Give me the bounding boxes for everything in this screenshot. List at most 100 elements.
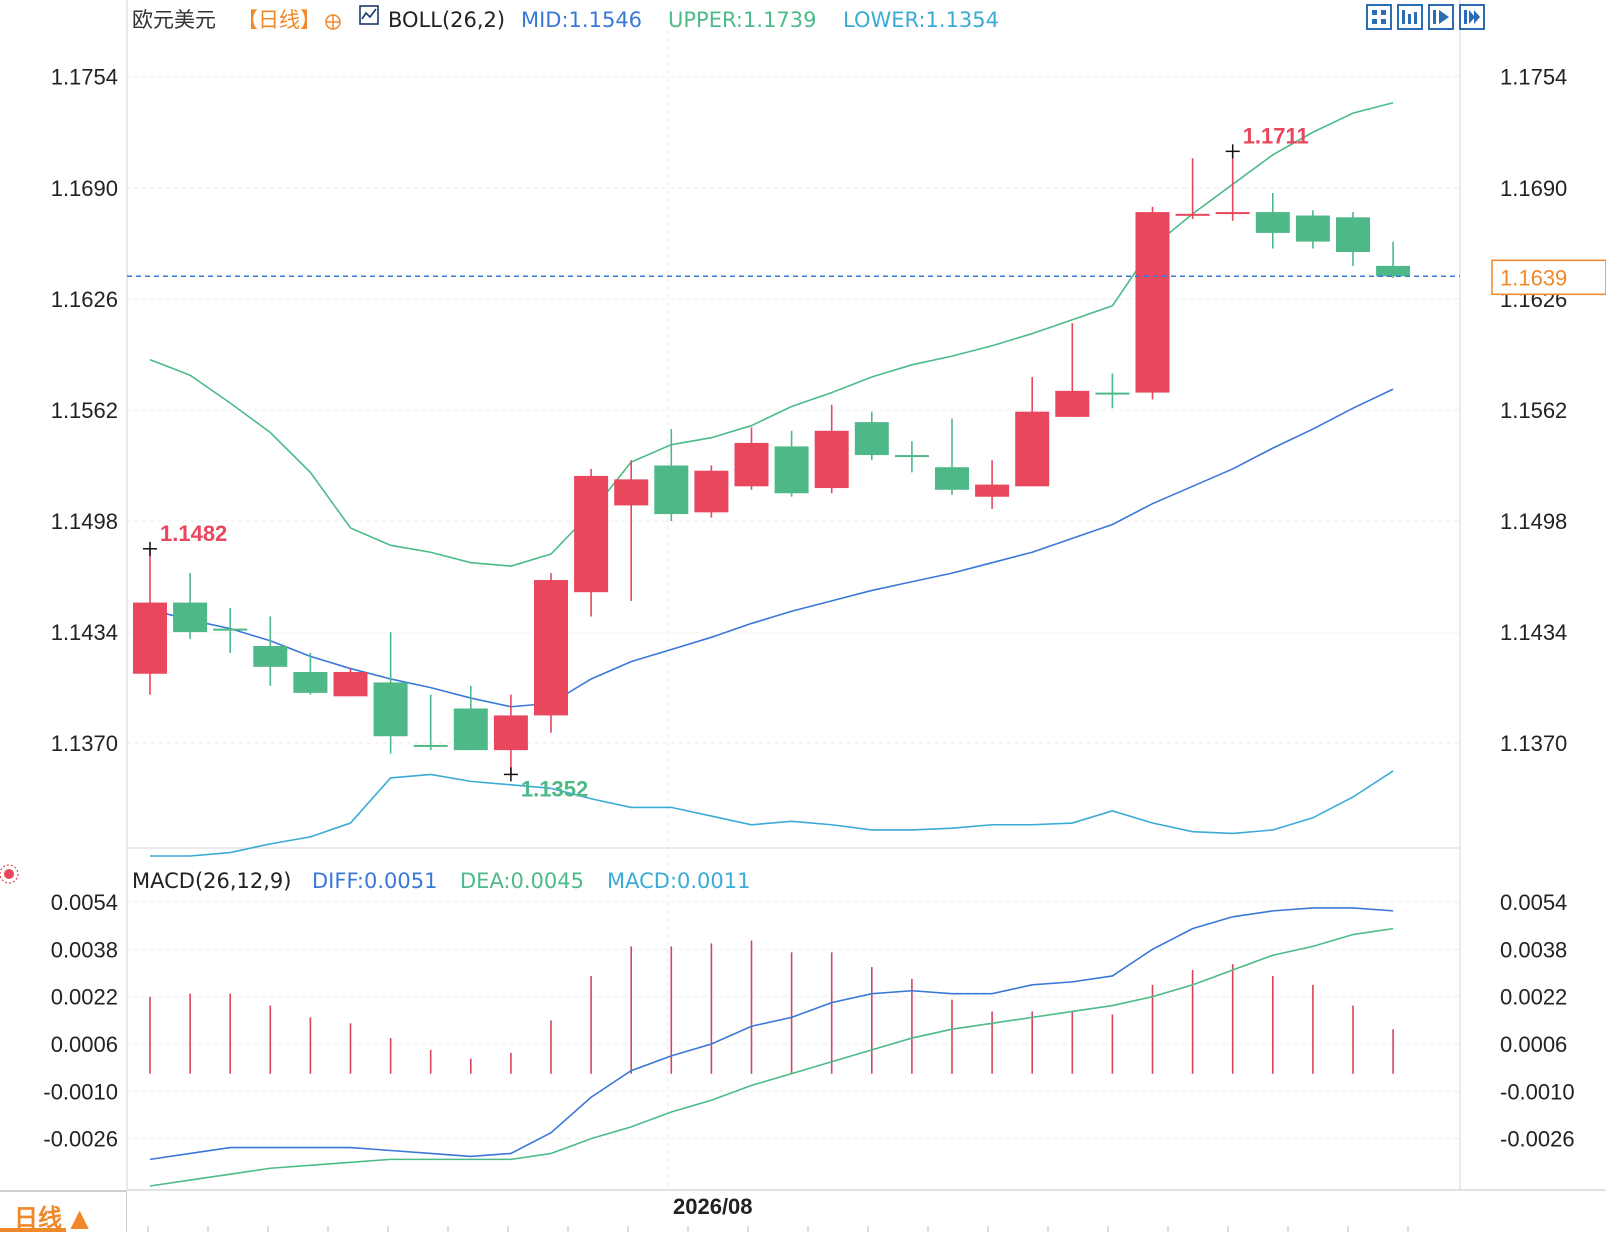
macd-y-axis: 0.0054 0.0054 0.0038 0.0038 0.0022 0.0022 0.00… [43, 890, 1574, 1152]
candle [1135, 206, 1170, 400]
candle [173, 573, 208, 640]
candle-body [814, 430, 849, 489]
candle-body [854, 422, 889, 456]
candle-body [1175, 213, 1210, 216]
candle [1175, 158, 1210, 220]
candle [213, 607, 248, 653]
candle [493, 694, 528, 775]
forward-icon[interactable] [1459, 4, 1485, 30]
candle-body [654, 465, 689, 515]
current-price-marker: 1.1639 [127, 259, 1606, 296]
candle-body [534, 580, 568, 716]
candle-body [333, 672, 368, 697]
current-price-value: 1.1639 [1500, 265, 1567, 290]
x-axis-ticks [147, 1226, 1409, 1232]
macd-tick-right: -0.0010 [1500, 1079, 1575, 1104]
play-icon[interactable] [1428, 4, 1454, 30]
macd-lines [149, 907, 1394, 1187]
boll-upper-line [149, 101, 1394, 567]
macd-dea-line [149, 927, 1394, 1187]
price-annotations: 1.1482 1.1352 1.1711 [143, 123, 1309, 801]
boll-mid-label: MID:1.1546 [521, 8, 642, 32]
bar-chart-icon[interactable] [1397, 4, 1423, 30]
price-tick-right: 1.1498 [1500, 509, 1567, 534]
period-tab-label: 日线 ▲ [14, 1204, 89, 1232]
price-tick-left: 1.1434 [51, 620, 118, 645]
macd-tick-right: 0.0038 [1500, 937, 1567, 962]
price-tick-left: 1.1754 [51, 65, 118, 90]
candle [694, 465, 729, 518]
candle-body [453, 708, 488, 751]
macd-value-label: MACD:0.0011 [607, 869, 751, 893]
candle [935, 418, 969, 495]
boll-lower-line [150, 770, 1394, 857]
price-tick-left: 1.1370 [51, 731, 118, 756]
candle-body [1095, 392, 1130, 395]
candle-body [1336, 217, 1370, 253]
candle [614, 460, 649, 601]
macd-diff-label: DIFF:0.0051 [312, 869, 437, 893]
macd-tick-right: 0.0006 [1500, 1032, 1567, 1057]
candle-body [213, 628, 248, 631]
macd-title: MACD(26,12,9) [132, 869, 292, 893]
macd-tick-left: 0.0006 [51, 1032, 118, 1057]
candle-body [1215, 212, 1250, 215]
candle [1015, 376, 1050, 487]
boll-bands [149, 101, 1394, 857]
candle-body [253, 645, 288, 667]
settings-icon[interactable] [325, 14, 341, 30]
price-header: 欧元美元 【日线】 BOLL(26,2) MID:1.1546 UPPER:1.… [132, 5, 999, 32]
candle [133, 548, 167, 695]
candle [1376, 241, 1411, 279]
price-tick-left: 1.1498 [51, 509, 118, 534]
candle [1295, 210, 1330, 249]
price-tick-right: 1.1370 [1500, 731, 1567, 756]
candle-body [694, 470, 729, 513]
candle [534, 573, 568, 733]
instrument-name: 欧元美元 [132, 8, 216, 32]
price-tick-left: 1.1626 [51, 287, 118, 312]
panel-frames [126, 0, 1606, 1191]
indicator-settings-icon[interactable] [0, 864, 19, 884]
macd-tick-left: 0.0038 [51, 937, 118, 962]
macd-diff-line [149, 907, 1394, 1161]
period-tag: 【日线】 [237, 8, 321, 32]
boll-lower-label: LOWER:1.1354 [843, 8, 999, 32]
boll-mid-line [149, 388, 1394, 708]
candle-body [574, 475, 609, 593]
candle-body [1295, 215, 1330, 242]
macd-tick-left: -0.0010 [43, 1079, 118, 1104]
low-price-label: 1.1352 [521, 776, 588, 801]
indicator-chart-icon[interactable] [359, 5, 379, 25]
price-tick-left: 1.1690 [51, 176, 118, 201]
high-price-label: 1.1711 [1243, 123, 1309, 148]
grid-icon[interactable] [1366, 4, 1392, 30]
macd-histogram [149, 940, 1394, 1074]
candle [1095, 373, 1130, 409]
candle [413, 694, 448, 751]
candle-body [493, 715, 528, 751]
period-tab-indicator [0, 1228, 66, 1232]
period-tab-daily[interactable]: 日线 ▲ [0, 1190, 127, 1232]
candle [574, 468, 609, 617]
candlesticks [133, 151, 1411, 775]
candle [774, 430, 809, 497]
candle-body [734, 442, 769, 487]
candle [975, 460, 1010, 509]
macd-tick-right: 0.0022 [1500, 985, 1567, 1010]
candle [293, 652, 328, 695]
candle [1055, 323, 1090, 417]
macd-dea-label: DEA:0.0045 [460, 869, 584, 893]
boll-title: BOLL(26,2) [388, 8, 505, 32]
macd-tick-left: -0.0026 [43, 1127, 118, 1152]
macd-tick-right: -0.0026 [1500, 1127, 1575, 1152]
candle [814, 404, 849, 494]
candle-body [975, 484, 1010, 497]
candle-body [413, 744, 448, 747]
candle-body [1376, 265, 1411, 277]
candle-body [1255, 212, 1290, 233]
boll-upper-label: UPPER:1.1739 [668, 8, 816, 32]
candle [1255, 192, 1290, 249]
